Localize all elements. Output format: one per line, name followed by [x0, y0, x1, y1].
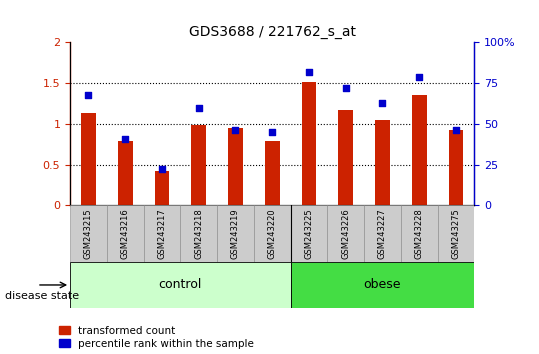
Bar: [338, 110, 353, 205]
Bar: [375, 120, 390, 205]
Point: [415, 74, 424, 80]
Point: [305, 69, 313, 75]
Text: GSM243226: GSM243226: [341, 208, 350, 259]
Bar: [291, 262, 474, 308]
Bar: [228, 128, 243, 205]
Bar: [118, 141, 133, 205]
Bar: [254, 205, 291, 262]
Bar: [81, 113, 96, 205]
Bar: [70, 205, 107, 262]
Point: [268, 129, 277, 135]
Legend: transformed count, percentile rank within the sample: transformed count, percentile rank withi…: [59, 326, 254, 349]
Bar: [191, 125, 206, 205]
Bar: [107, 205, 143, 262]
Bar: [291, 205, 327, 262]
Bar: [438, 205, 474, 262]
Bar: [364, 205, 401, 262]
Bar: [302, 81, 316, 205]
Bar: [155, 171, 169, 205]
Bar: [412, 95, 426, 205]
Bar: [327, 205, 364, 262]
Bar: [265, 141, 280, 205]
Text: GSM243227: GSM243227: [378, 208, 387, 259]
Text: GSM243228: GSM243228: [414, 208, 424, 259]
Bar: [448, 130, 464, 205]
Bar: [217, 205, 254, 262]
Bar: [70, 262, 291, 308]
Text: GSM243220: GSM243220: [268, 208, 277, 259]
Text: obese: obese: [364, 279, 401, 291]
Text: GSM243217: GSM243217: [157, 208, 167, 259]
Point: [231, 127, 240, 133]
Bar: [181, 205, 217, 262]
Point: [121, 136, 129, 141]
Text: GSM243216: GSM243216: [121, 208, 130, 259]
Text: GSM243219: GSM243219: [231, 208, 240, 259]
Text: GSM243218: GSM243218: [194, 208, 203, 259]
Point: [452, 127, 460, 133]
Title: GDS3688 / 221762_s_at: GDS3688 / 221762_s_at: [189, 25, 356, 39]
Text: GSM243225: GSM243225: [305, 208, 314, 259]
Point: [341, 85, 350, 91]
Bar: [143, 205, 181, 262]
Text: GSM243215: GSM243215: [84, 208, 93, 259]
Point: [157, 167, 166, 172]
Point: [195, 105, 203, 110]
Bar: [401, 205, 438, 262]
Text: disease state: disease state: [5, 291, 80, 301]
Text: control: control: [158, 279, 202, 291]
Point: [378, 100, 387, 105]
Text: GSM243275: GSM243275: [452, 208, 460, 259]
Point: [84, 92, 93, 97]
